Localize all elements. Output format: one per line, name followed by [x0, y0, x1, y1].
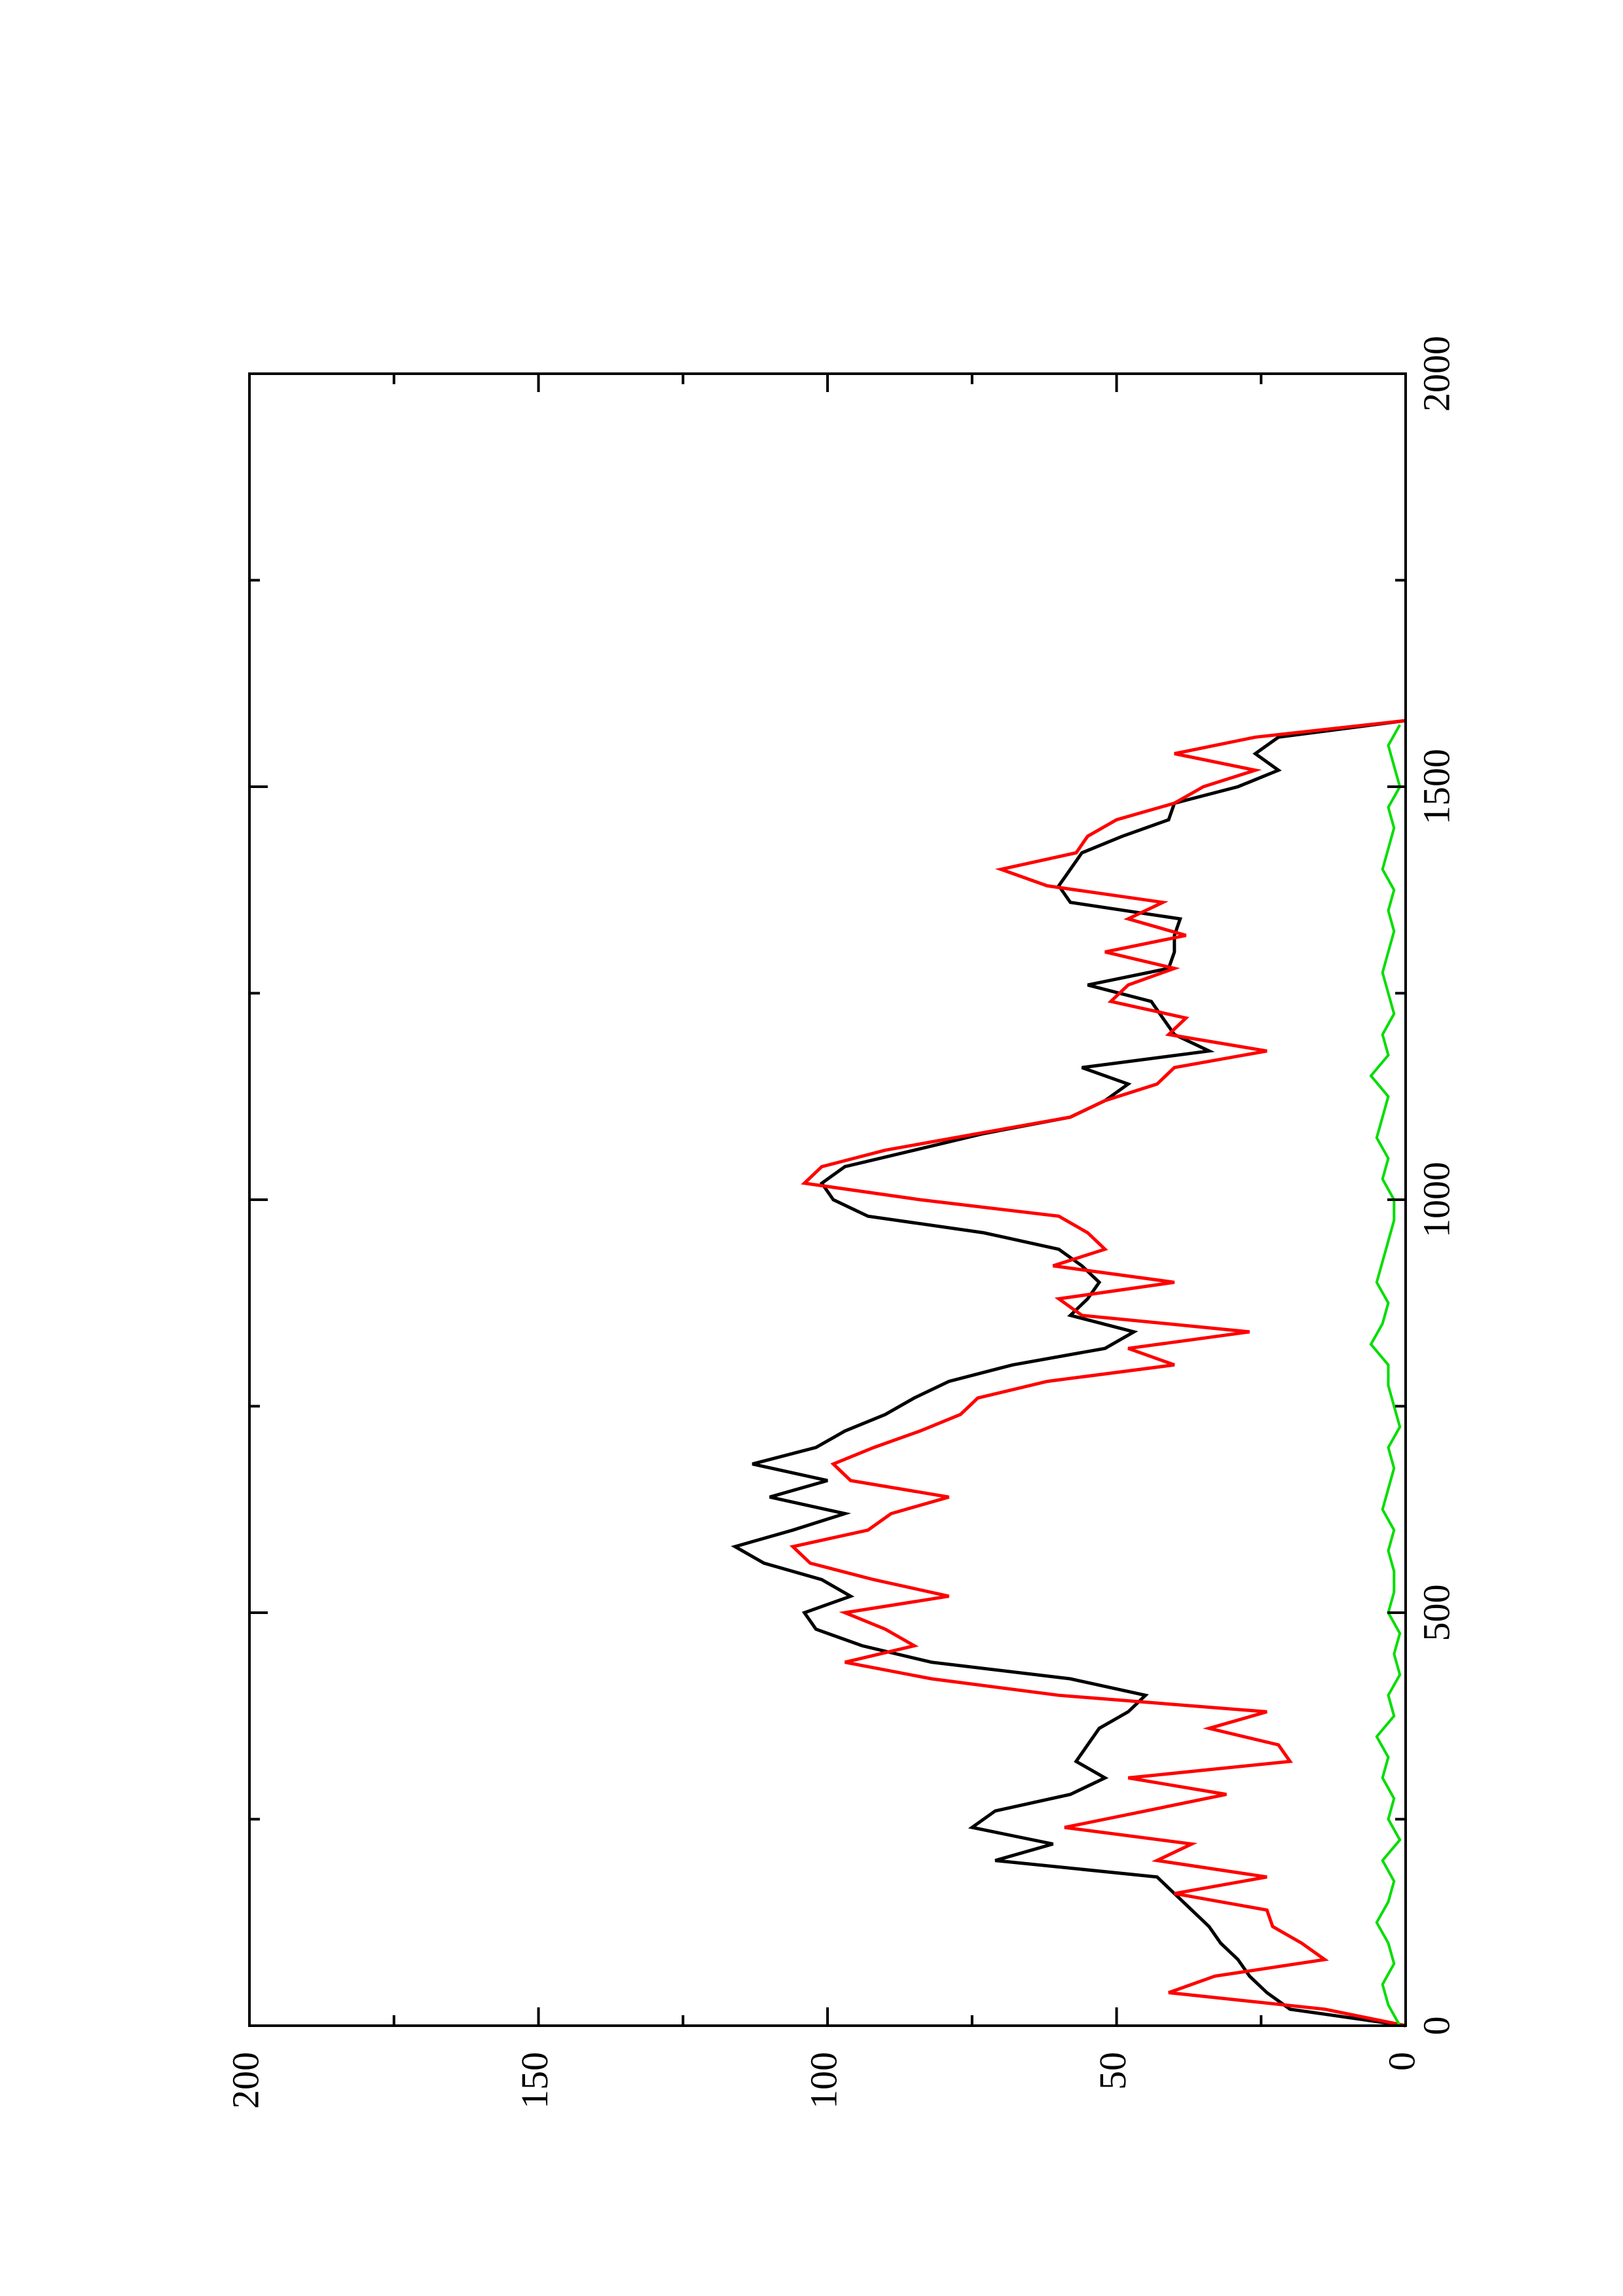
x-tick-label: 500: [1415, 1585, 1457, 1641]
y-tick-label: 150: [513, 2052, 556, 2109]
x-tick-label: 2000: [1415, 336, 1457, 412]
series-layer: [731, 719, 1406, 2028]
y-tick-label: 200: [224, 2052, 266, 2109]
x-tick-label: 1500: [1415, 749, 1457, 825]
y-tick-label: 50: [1091, 2052, 1134, 2090]
y-tick-label: 100: [802, 2052, 845, 2109]
y-tick-label: 0: [1380, 2052, 1423, 2071]
series-green-line: [1369, 724, 1402, 2026]
x-tick-label: 1000: [1415, 1162, 1457, 1238]
label-layer: 0 500 1000 1500 2000 0 50 100 150 200: [224, 336, 1457, 2109]
plot-frame: [248, 372, 1407, 2027]
x-tick-label: 0: [1415, 2017, 1457, 2036]
series-red-line: [789, 719, 1406, 2028]
